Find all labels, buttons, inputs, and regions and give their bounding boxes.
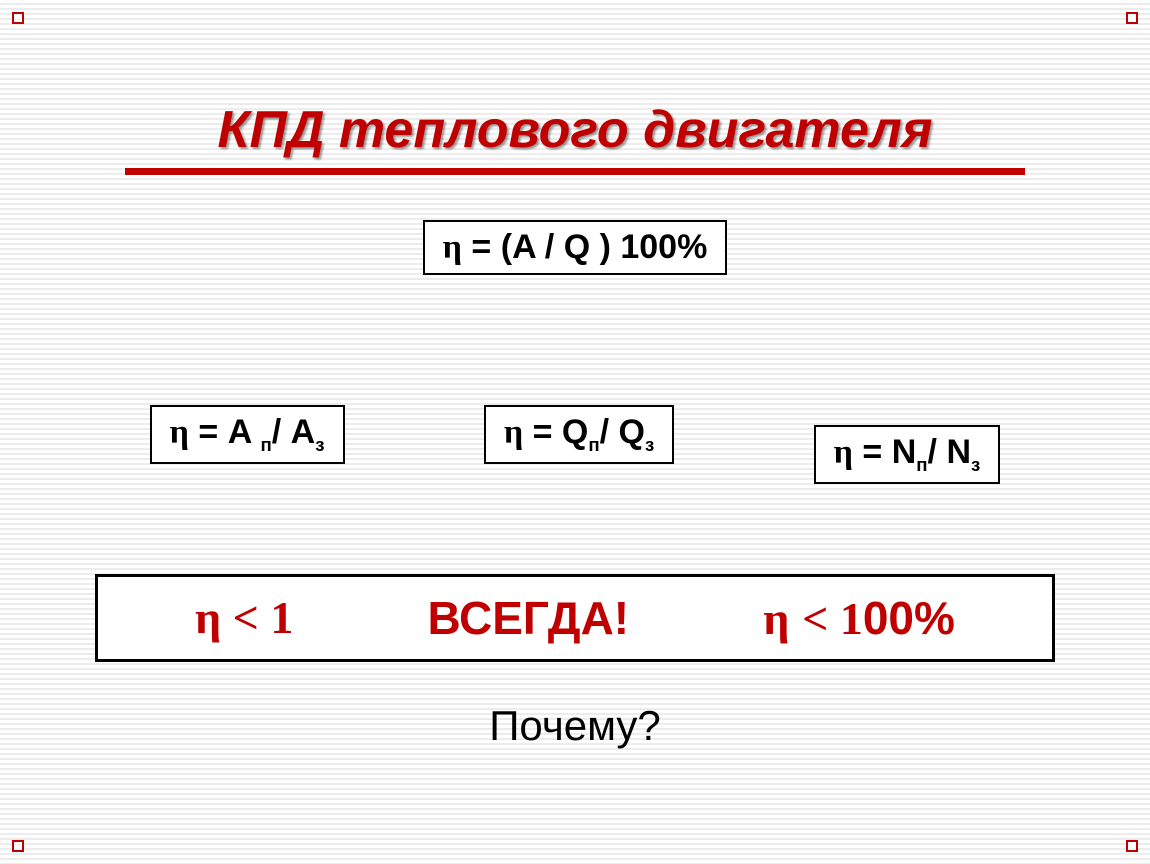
formula-text: ) 100% (590, 228, 707, 266)
formula-row-three: η = A п/ Aз η = Qп/ Qз η = Nп/ Nз (60, 405, 1090, 484)
formula-text: / A (272, 413, 315, 451)
formula-n-ratio: η = Nп/ Nз (814, 425, 1001, 484)
eta-symbol: η (763, 593, 789, 644)
eta-symbol: η (195, 592, 221, 643)
formula-text: N (892, 433, 917, 471)
subscript: з (971, 454, 980, 475)
formula-a-ratio: η = A п/ Aз (150, 405, 345, 464)
formula-main: η = (A / Q ) 100% (423, 220, 728, 275)
subscript: з (645, 434, 654, 455)
formula-text: / N (928, 433, 971, 471)
formula-text: = (189, 413, 228, 451)
eta-symbol: η (504, 414, 523, 451)
lt-text: < 1 (233, 592, 294, 643)
lt-text: < 1 (802, 593, 863, 644)
subscript: п (916, 454, 927, 475)
eta-symbol: η (443, 229, 462, 266)
page-title: КПД теплового двигателя (218, 100, 933, 160)
main-formula-row: η = (A / Q ) 100% (60, 220, 1090, 275)
content-area: КПД теплового двигателя η = (A / Q ) 100… (0, 0, 1150, 864)
formula-text: Q (562, 413, 588, 451)
title-block: КПД теплового двигателя (60, 100, 1090, 175)
statement-center: ВСЕГДА! (428, 591, 630, 645)
question-text: Почему? (60, 702, 1090, 750)
formula-text: / Q (600, 413, 645, 451)
subscript: п (588, 434, 599, 455)
slide: КПД теплового двигателя η = (A / Q ) 100… (0, 0, 1150, 864)
subscript: з (315, 434, 324, 455)
formula-text: = (523, 413, 562, 451)
formula-q-ratio: η = Qп/ Qз (484, 405, 674, 464)
tail-text: 00% (863, 592, 955, 644)
statement-right: η < 100% (763, 591, 955, 645)
subscript: п (260, 434, 271, 455)
formula-text: = (853, 433, 892, 471)
eta-symbol: η (834, 434, 853, 471)
statement-box: η < 1 ВСЕГДА! η < 100% (95, 574, 1055, 662)
eta-symbol: η (170, 414, 189, 451)
formula-text: = ( (462, 228, 512, 266)
statement-left: η < 1 (195, 591, 293, 644)
formula-text: A / Q (512, 228, 590, 266)
title-underline (125, 168, 1025, 175)
formula-text: A (228, 413, 261, 451)
